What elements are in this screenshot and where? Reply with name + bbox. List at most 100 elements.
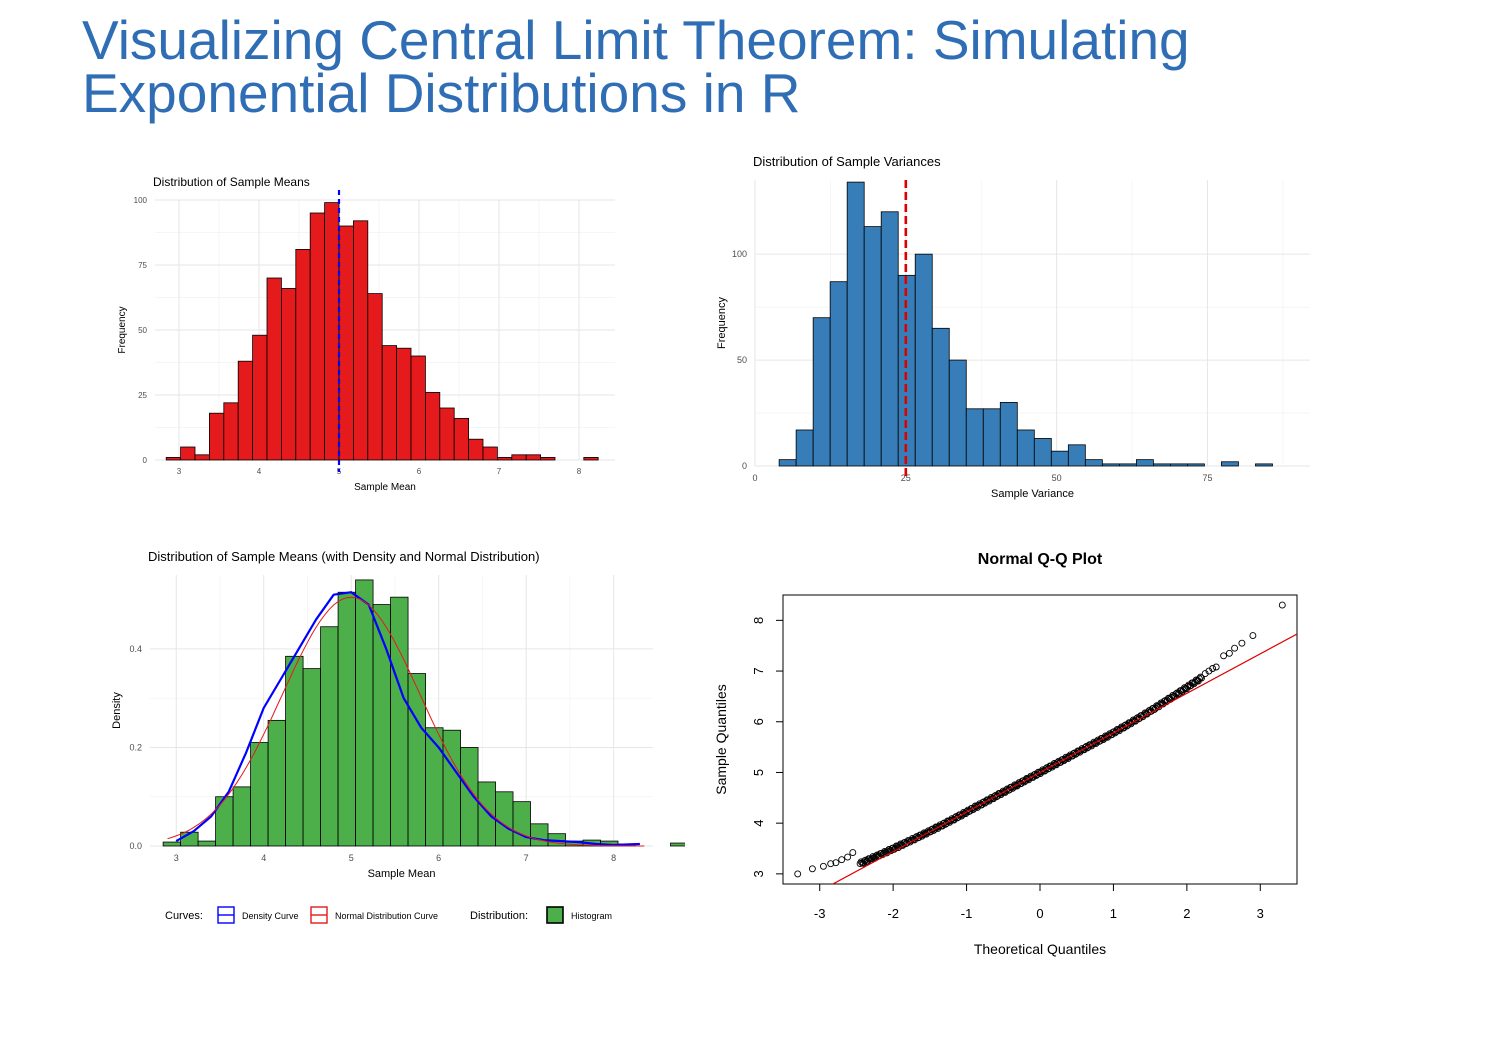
qq-point: [844, 853, 852, 861]
legend-label-histogram: Histogram: [571, 911, 612, 921]
histogram-bar: [410, 355, 426, 461]
histogram-bar: [1033, 438, 1052, 467]
qq-point: [1198, 674, 1205, 682]
qq-point: [1184, 682, 1192, 690]
histogram-bar: [324, 202, 340, 461]
qq-point: [1231, 644, 1239, 652]
histogram-bar: [1152, 463, 1171, 467]
qq-point: [1238, 639, 1246, 647]
y-tick-label: 5: [751, 769, 766, 776]
histogram-bar: [453, 417, 470, 461]
histogram-bar: [482, 446, 498, 461]
y-tick-label: 0.0: [129, 841, 142, 851]
histogram-bar: [232, 786, 252, 847]
histogram-bar: [583, 456, 599, 461]
histogram-bar: [1170, 463, 1188, 467]
histogram-bar: [396, 347, 412, 461]
x-tick-label: 3: [1257, 906, 1264, 921]
histogram-bar: [846, 181, 865, 467]
y-axis-label: Density: [111, 692, 123, 729]
histogram-bar: [512, 801, 531, 847]
histogram-bar: [250, 742, 269, 847]
histogram-bar: [1187, 463, 1205, 467]
qq-point: [1220, 652, 1228, 660]
plot-box: [782, 594, 1298, 885]
legend-distribution-title: Distribution:: [470, 910, 528, 922]
legend-curves-title: Curves:: [165, 910, 203, 922]
histogram-bar: [670, 842, 685, 847]
histogram-bar: [215, 796, 234, 847]
qq-point: [869, 853, 877, 861]
x-tick-label: 4: [261, 853, 266, 863]
histogram-bar: [982, 408, 1001, 467]
chart-title: Normal Q-Q Plot: [978, 551, 1103, 568]
histogram-bar: [495, 791, 514, 847]
qq-point: [881, 847, 889, 855]
histogram-bar: [267, 719, 286, 847]
x-tick-label: 6: [417, 467, 422, 476]
y-tick-label: 4: [751, 820, 766, 827]
histogram-bar: [477, 781, 496, 847]
x-axis-label: Theoretical Quantiles: [974, 941, 1106, 957]
x-tick-label: 3: [177, 467, 182, 476]
histogram-bar: [778, 459, 797, 467]
histogram-bar: [285, 655, 304, 847]
qq-point: [808, 865, 816, 873]
x-tick-label: 6: [436, 853, 441, 863]
legend-label-density: Density Curve: [242, 911, 299, 921]
sample-variances-histogram: 0 50 100 0 25 50 75 Distribution of Sample Vari…: [716, 154, 1310, 500]
histogram-bar: [309, 212, 325, 461]
y-tick-label: 50: [737, 355, 747, 365]
x-axis-label: Sample Mean: [368, 868, 436, 880]
qq-reference-line: [831, 633, 1297, 884]
x-tick-label: 50: [1052, 473, 1062, 483]
histogram-bar: [914, 253, 933, 467]
y-tick-label: 3: [751, 870, 766, 877]
histogram-bar: [880, 211, 899, 467]
y-tick-label: 100: [732, 249, 747, 259]
histogram-bar: [525, 454, 542, 461]
x-axis-label: Sample Variance: [991, 488, 1074, 500]
histogram-bar: [948, 359, 967, 467]
histogram-bar: [390, 596, 409, 847]
x-tick-label: 25: [901, 473, 911, 483]
histogram-bar: [1221, 461, 1239, 467]
histogram-bar: [165, 456, 182, 461]
y-axis-label: Frequency: [716, 297, 728, 349]
histogram-bar: [1118, 463, 1137, 467]
qq-point: [1249, 632, 1257, 640]
histogram-bar: [1101, 463, 1120, 467]
qq-point: [819, 862, 827, 870]
qq-point: [1212, 663, 1220, 671]
qq-point: [1197, 673, 1204, 681]
histogram-bar: [795, 429, 814, 467]
qq-point: [794, 870, 802, 878]
normal-qq-plot: Normal Q-Q Plot -3 -2 -1 0 1 2 3 3 4 5 6 7 8 Theoretic…: [713, 551, 1298, 957]
histogram-bar: [1050, 450, 1069, 467]
histogram-bar: [863, 226, 882, 467]
histogram-bar: [280, 287, 297, 461]
histogram-bar: [337, 591, 356, 847]
x-tick-label: -3: [814, 906, 826, 921]
y-tick-label: 0: [143, 456, 148, 465]
histogram-bar: [468, 438, 484, 461]
x-tick-label: -1: [961, 906, 973, 921]
x-tick-label: 2: [1183, 906, 1190, 921]
histogram-bar: [197, 840, 217, 847]
histogram-bar: [367, 293, 383, 461]
histogram-bar: [407, 673, 426, 847]
qq-point: [1172, 690, 1180, 698]
histogram-bar: [1016, 429, 1035, 467]
histogram-bar: [425, 727, 444, 847]
legend-label-normal: Normal Distribution Curve: [335, 911, 438, 921]
qq-point: [827, 860, 835, 868]
chart-title: Distribution of Sample Means: [153, 175, 310, 189]
x-tick-label: 3: [174, 853, 179, 863]
y-axis-label: Frequency: [117, 306, 128, 353]
y-tick-label: 50: [138, 326, 147, 335]
y-tick-label: 0: [742, 461, 747, 471]
qq-point: [849, 849, 857, 857]
x-tick-label: 4: [257, 467, 262, 476]
histogram-bar: [1067, 444, 1086, 467]
qq-point: [838, 856, 846, 864]
